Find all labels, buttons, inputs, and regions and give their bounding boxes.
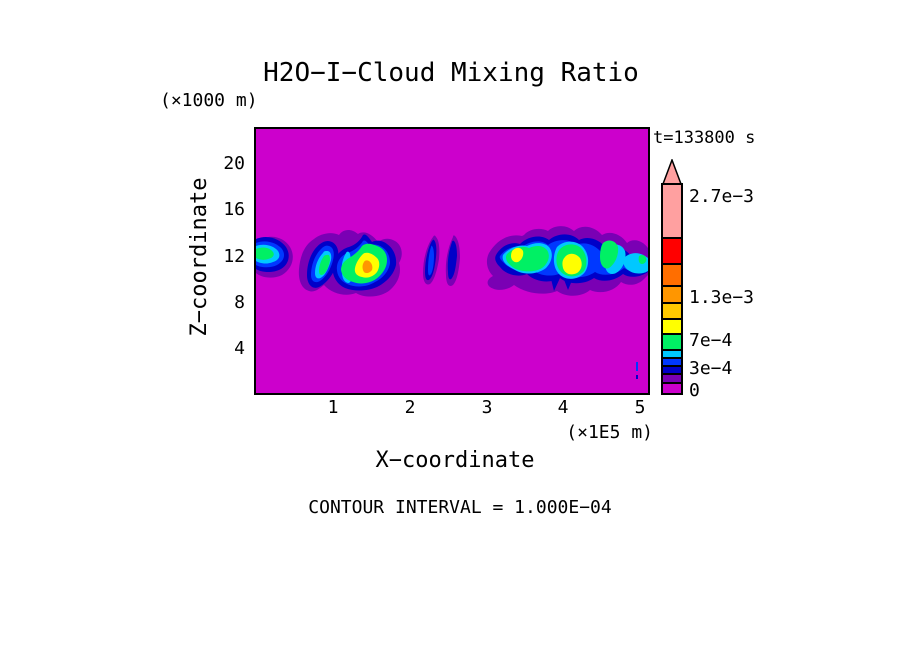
chart-title: H2O−I−Cloud Mixing Ratio — [263, 58, 639, 88]
colorbar-label-1.3e-3: 1.3e−3 — [689, 287, 755, 308]
x-axis-label: X−coordinate — [375, 448, 535, 473]
x-tick-3: 3 — [481, 397, 493, 418]
colorbar-segment-magenta — [663, 382, 681, 393]
x-tick-2: 2 — [404, 397, 416, 418]
colorbar-label-3e-4: 3e−4 — [689, 358, 733, 379]
colorbar-segment-orange — [663, 263, 681, 285]
field-speck-0 — [636, 362, 638, 371]
right-cloud-yellow-a — [511, 247, 524, 263]
colorbar-segment-navy — [663, 365, 681, 373]
y-tick-20: 20 — [223, 153, 245, 174]
mid-lobe2-orange — [362, 260, 373, 274]
colorbar-segment-blue — [663, 357, 681, 365]
colorbar-arrow — [659, 157, 685, 185]
mid-lobe1-green — [319, 254, 330, 275]
time-annotation: t=133800 s — [653, 128, 756, 148]
colorbar-segment-red — [663, 237, 681, 263]
contour-interval-note: CONTOUR INTERVAL = 1.000E−04 — [308, 497, 612, 518]
colorbar-segment-yellow — [663, 318, 681, 333]
colorbar-segment-gold — [663, 302, 681, 318]
colorbar-label-2.7e-3: 2.7e−3 — [689, 186, 755, 207]
colorbar-label-7e-4: 7e−4 — [689, 330, 733, 351]
left-blob-green — [256, 247, 274, 260]
colorbar-segment-cyan — [663, 349, 681, 357]
y-tick-4: 4 — [234, 338, 245, 359]
right-cloud-navy-spike1 — [550, 275, 560, 291]
y-tick-8: 8 — [234, 292, 245, 313]
x-tick-4: 4 — [557, 397, 569, 418]
y-axis-units: (×1000 m) — [160, 90, 258, 111]
colorbar-segment-orange2 — [663, 285, 681, 302]
streak1-blue — [428, 245, 434, 276]
right-cloud-yellow-b — [562, 253, 582, 275]
right-cloud-green-c — [600, 240, 619, 269]
colorbar-segment-green — [663, 333, 681, 349]
colorbar-label-0: 0 — [689, 380, 700, 401]
cloud-field-svg — [256, 129, 648, 393]
streak2-navy — [447, 240, 457, 280]
field-speck-1 — [636, 375, 638, 379]
x-tick-5: 5 — [634, 397, 646, 418]
colorbar — [661, 183, 683, 395]
plot-area — [254, 127, 650, 395]
y-tick-16: 16 — [223, 199, 245, 220]
colorbar-segment-pink — [663, 185, 681, 237]
x-axis-units: (×1E5 m) — [566, 422, 653, 443]
x-tick-1: 1 — [327, 397, 339, 418]
right-cloud-green-d — [638, 254, 647, 264]
y-tick-12: 12 — [223, 246, 245, 267]
right-cloud-navy-spike2 — [563, 277, 573, 290]
colorbar-segment-purple — [663, 373, 681, 382]
colorbar-arrow-shape — [661, 157, 683, 185]
